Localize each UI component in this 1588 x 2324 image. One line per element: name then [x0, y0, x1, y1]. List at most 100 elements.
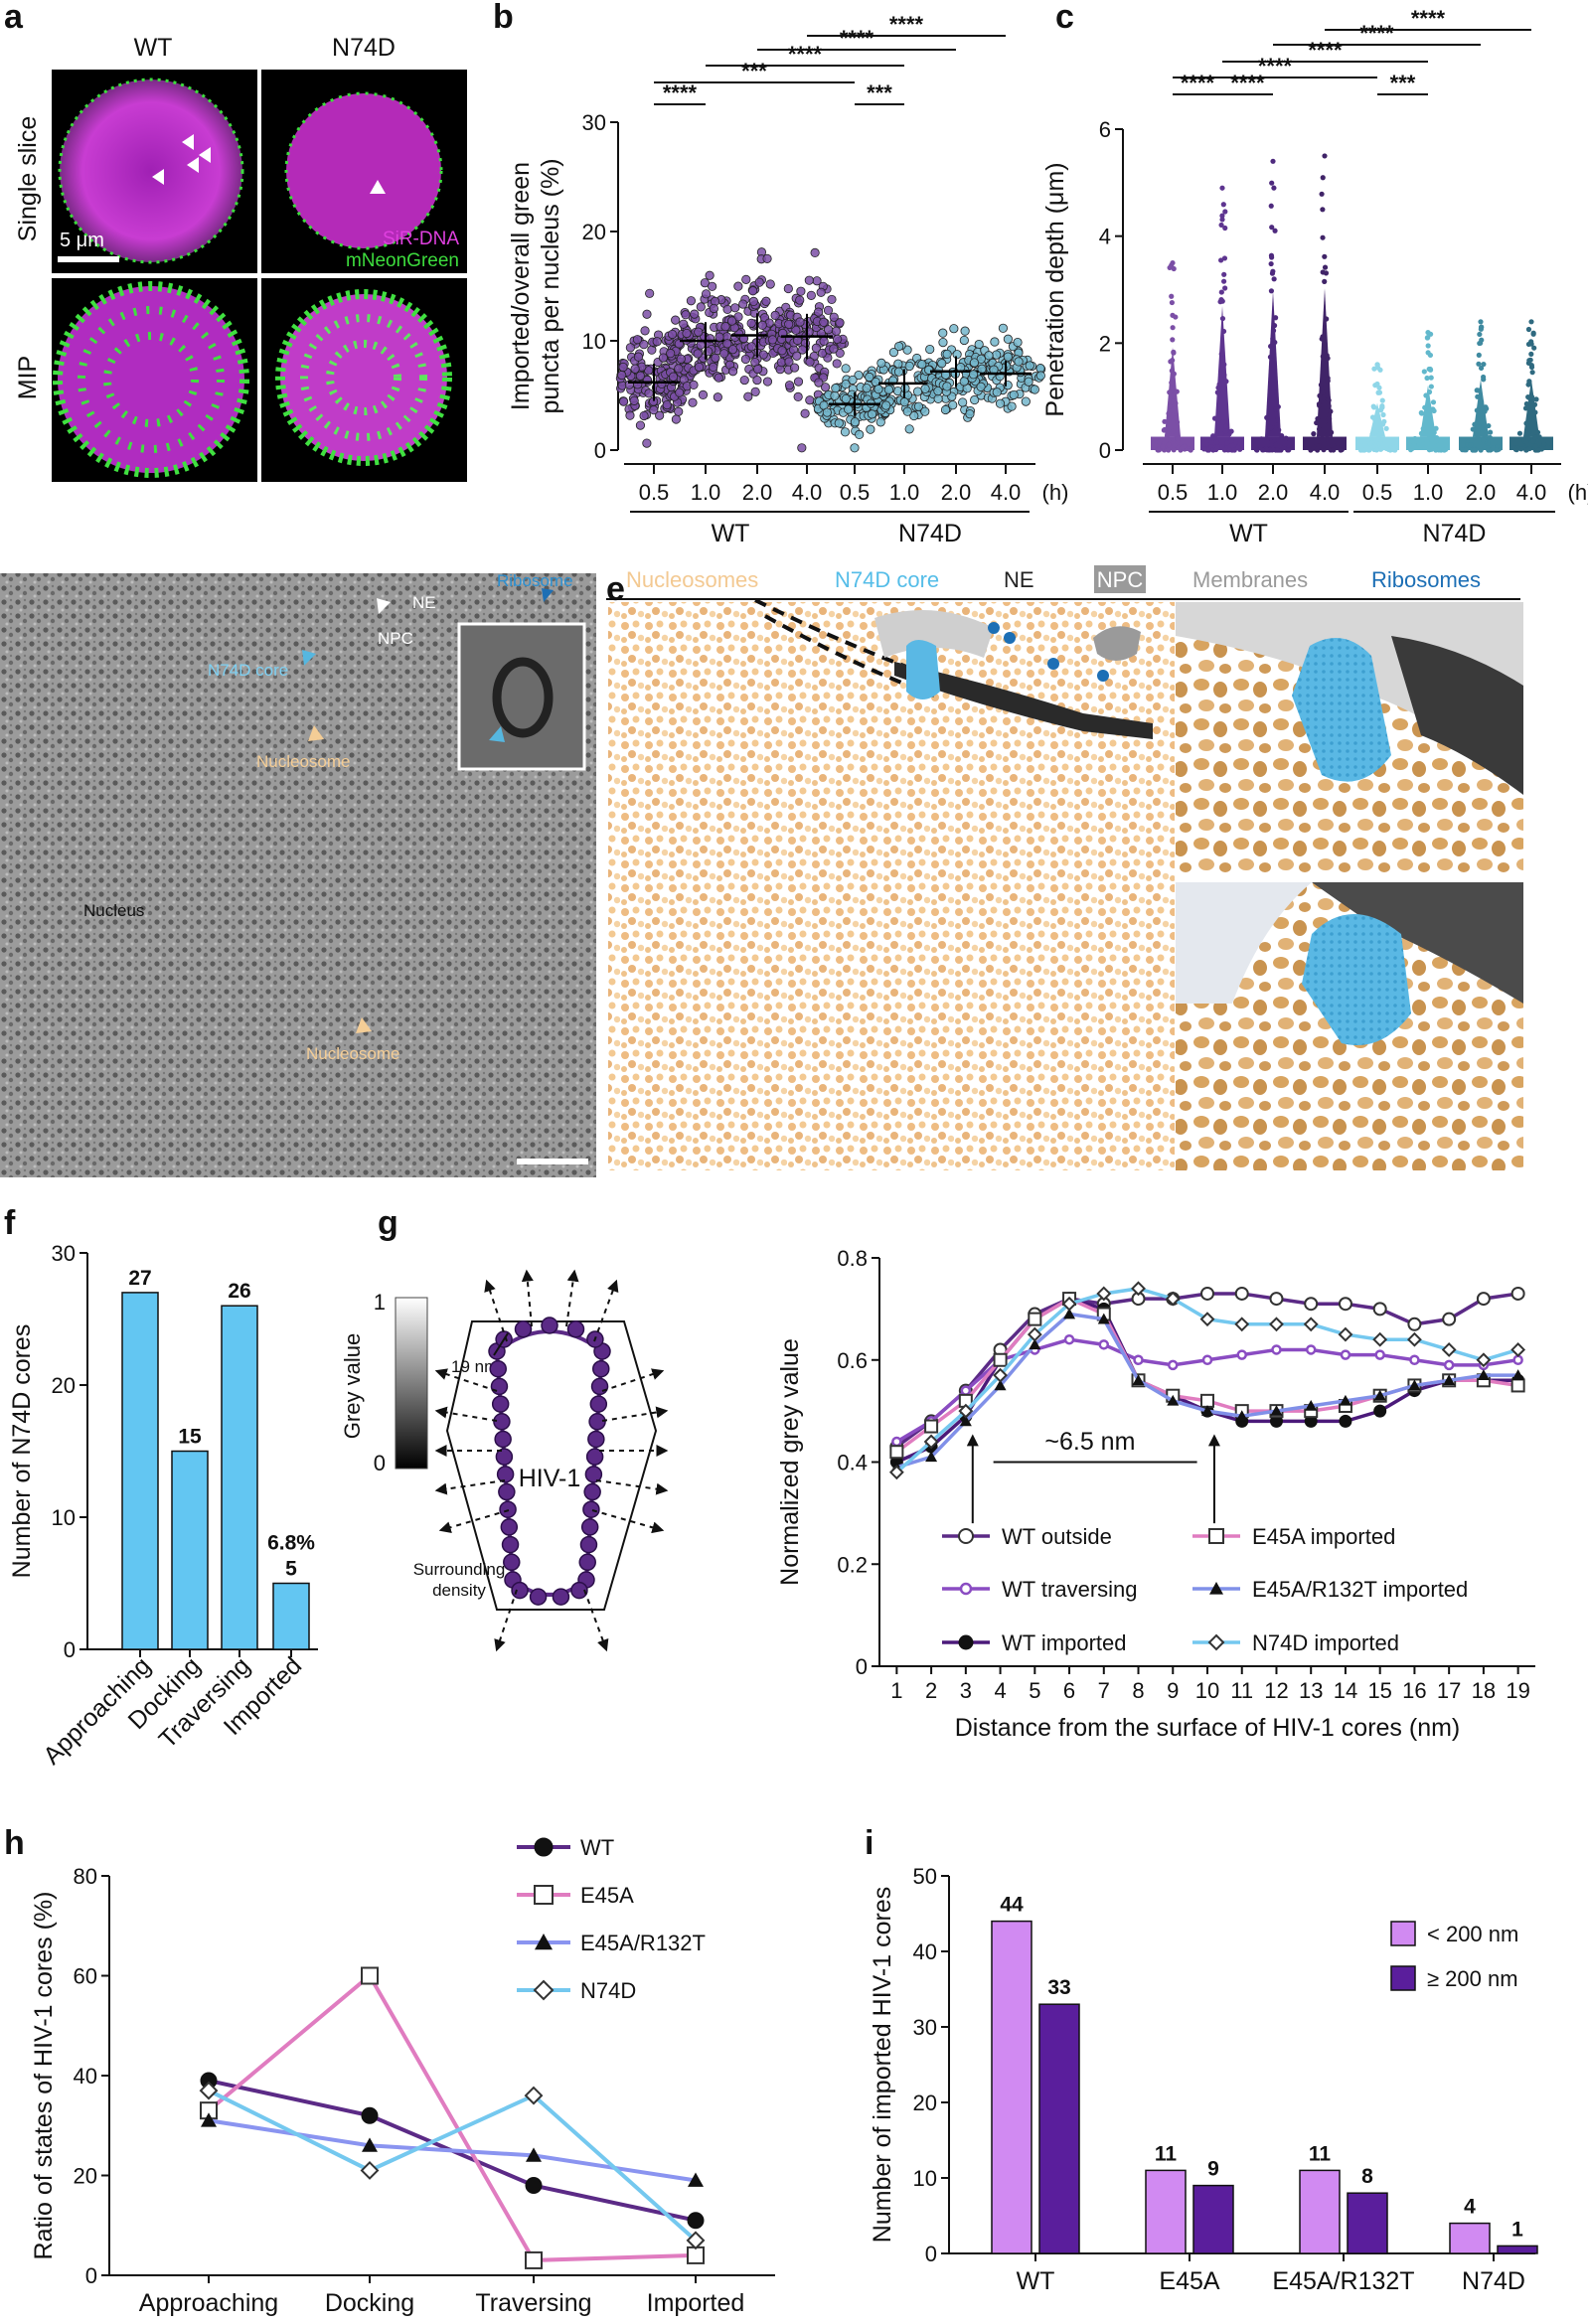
data-point	[1170, 358, 1176, 364]
legend-item-3: NPC	[1097, 567, 1144, 592]
data-point	[1314, 446, 1320, 453]
x-tick-label-b-6: 2.0	[941, 480, 972, 505]
data-point	[998, 323, 1009, 333]
series-point	[1340, 1349, 1351, 1360]
x-tick-label-i-3: N74D	[1462, 2267, 1525, 2295]
series-point	[1305, 1399, 1318, 1411]
ray-arrow	[434, 1368, 498, 1392]
series-point	[361, 2106, 379, 2124]
data-point-max	[1219, 185, 1225, 191]
series-line	[208, 2118, 697, 2183]
ray-arrow	[521, 1269, 534, 1327]
y-tick-label-f-0: 0	[64, 1637, 76, 1662]
data-point	[1320, 234, 1326, 240]
data-point	[831, 326, 842, 336]
data-point	[1013, 337, 1023, 348]
data-point	[832, 334, 843, 344]
series-point	[1063, 1333, 1075, 1345]
data-point	[1035, 371, 1045, 381]
panel-label-a: a	[4, 0, 24, 36]
legend-label: E45A imported	[1252, 1524, 1395, 1549]
data-point	[1362, 447, 1368, 453]
data-point	[681, 310, 691, 320]
data-point	[1167, 403, 1174, 410]
series-point	[1339, 1414, 1352, 1428]
series-point	[1443, 1374, 1456, 1386]
data-point	[1264, 436, 1270, 442]
data-point	[1325, 375, 1331, 382]
bar-f-1	[171, 1450, 209, 1650]
y-tick-label-b-0: 0	[594, 438, 606, 463]
data-point	[1224, 439, 1230, 446]
label-surrounding: Surrounding	[413, 1560, 506, 1579]
legend-marker	[533, 1979, 555, 2001]
colorbar-min: 0	[374, 1451, 386, 1475]
bar-i-0-0	[991, 1920, 1032, 2254]
x-axis-label-g: Distance from the surface of HIV-1 cores…	[955, 1714, 1461, 1742]
data-point	[829, 312, 839, 322]
data-point	[748, 296, 758, 306]
bar-label-i-3-1: 1	[1511, 2218, 1523, 2241]
core-bead	[589, 1395, 608, 1413]
data-point	[1311, 431, 1317, 437]
data-point	[1170, 325, 1176, 331]
label-density: density	[432, 1581, 486, 1600]
core-bead	[503, 1553, 521, 1572]
data-point	[1428, 384, 1434, 389]
chart-c: 0 2 4 6 Penetration depth (μm) 0.5 1.0 2.0 4.0 0.…	[1041, 6, 1588, 547]
series-point	[958, 1403, 974, 1419]
ray-arrow	[494, 1589, 518, 1652]
y-tick-label-g-0: 0	[856, 1654, 868, 1679]
data-point	[640, 326, 650, 336]
x-tick-label-h-2: Traversing	[475, 2289, 591, 2317]
data-point	[1218, 257, 1224, 263]
data-point	[1422, 404, 1428, 410]
data-point	[976, 382, 986, 391]
data-point	[1214, 444, 1220, 450]
data-point	[674, 364, 684, 374]
core-bead	[590, 1377, 609, 1396]
data-point	[666, 349, 676, 359]
data-point	[739, 375, 749, 386]
y-tick-label-c-2: 4	[1099, 225, 1111, 249]
data-point	[662, 399, 672, 410]
data-point	[1221, 271, 1227, 277]
data-point	[675, 387, 685, 397]
data-point	[1426, 388, 1433, 395]
series-h-1	[200, 1966, 705, 2269]
data-point	[1421, 369, 1427, 375]
legend-i-0: < 200 nm	[1390, 1921, 1518, 1946]
legend-npc-box	[1094, 565, 1146, 593]
data-point	[1418, 430, 1425, 436]
data-point	[1308, 447, 1314, 453]
data-point	[1007, 401, 1017, 411]
data-point	[1273, 442, 1279, 448]
y-tick-label-g-1: 0.2	[837, 1552, 868, 1577]
data-point	[1544, 444, 1551, 450]
series-point	[1511, 1369, 1524, 1380]
core-bead	[493, 1413, 511, 1431]
series-point	[1063, 1308, 1076, 1319]
sig-label: ****	[889, 12, 924, 37]
data-point	[1477, 415, 1483, 422]
data-point	[820, 383, 831, 392]
data-point	[1220, 202, 1226, 208]
data-point	[1319, 191, 1325, 197]
data-point	[730, 303, 740, 313]
data-point	[746, 342, 756, 352]
data-point	[984, 351, 994, 361]
data-point	[690, 309, 700, 319]
core-bead	[584, 1466, 603, 1483]
data-point	[904, 424, 914, 434]
data-point	[679, 319, 689, 329]
y-tick-label-b-3: 30	[582, 110, 606, 135]
hiv-core-schematic	[434, 1269, 669, 1652]
data-point	[750, 387, 760, 396]
series-point	[526, 2147, 542, 2162]
data-point	[1435, 437, 1442, 443]
legend-label: WT outside	[1002, 1524, 1112, 1549]
series-point	[924, 1419, 939, 1434]
data-point	[1166, 442, 1172, 448]
series-point	[1510, 1286, 1525, 1301]
series-point	[994, 1379, 1007, 1391]
